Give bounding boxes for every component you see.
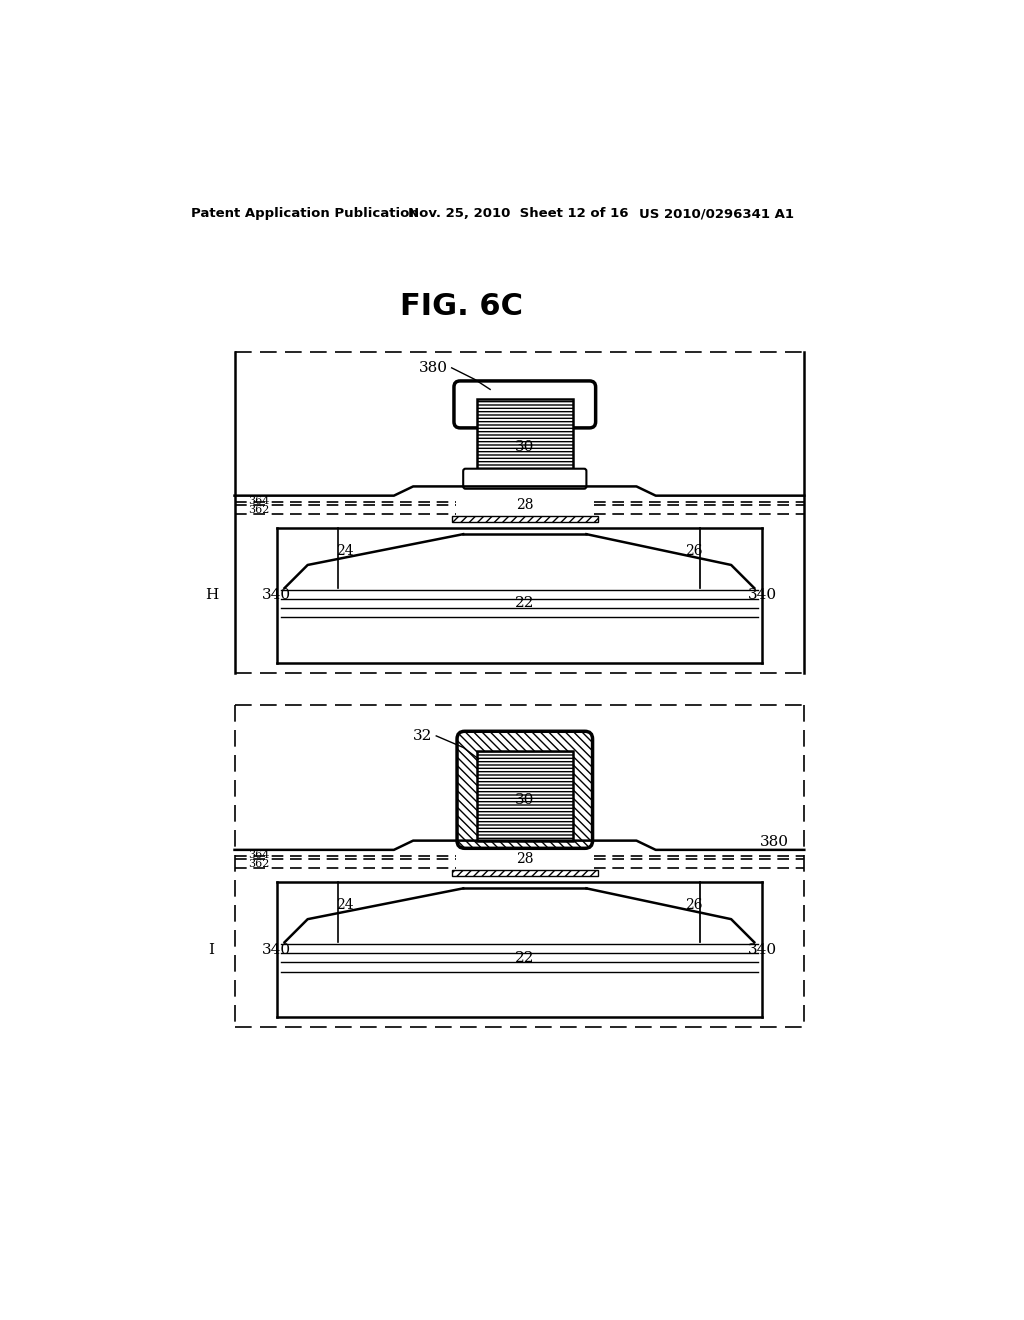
Text: 24: 24 <box>336 544 353 558</box>
Text: US 2010/0296341 A1: US 2010/0296341 A1 <box>639 207 794 220</box>
Text: 364: 364 <box>249 496 269 506</box>
Bar <box>477 399 572 487</box>
Bar <box>477 751 572 841</box>
FancyBboxPatch shape <box>457 731 593 849</box>
Text: 362: 362 <box>249 506 269 515</box>
Text: 26: 26 <box>685 899 702 912</box>
Bar <box>477 751 572 841</box>
Text: 22: 22 <box>515 597 535 610</box>
Text: 364: 364 <box>249 850 269 859</box>
Text: 32: 32 <box>413 729 432 743</box>
Text: 24: 24 <box>336 899 353 912</box>
Text: 26: 26 <box>685 544 702 558</box>
FancyBboxPatch shape <box>463 469 587 488</box>
Text: 340: 340 <box>262 942 292 957</box>
Text: Patent Application Publication: Patent Application Publication <box>190 207 419 220</box>
Text: Nov. 25, 2010  Sheet 12 of 16: Nov. 25, 2010 Sheet 12 of 16 <box>408 207 629 220</box>
Bar <box>452 516 598 521</box>
Text: 362: 362 <box>249 859 269 869</box>
Text: 340: 340 <box>748 589 776 602</box>
Text: I: I <box>209 942 214 957</box>
Text: 380: 380 <box>760 836 788 849</box>
Text: 380: 380 <box>419 360 447 375</box>
Text: 28: 28 <box>516 851 534 866</box>
Text: 30: 30 <box>515 793 535 808</box>
Text: 30: 30 <box>515 440 535 454</box>
Text: 28: 28 <box>516 498 534 512</box>
FancyBboxPatch shape <box>454 381 596 428</box>
Text: 340: 340 <box>748 942 776 957</box>
Text: H: H <box>205 589 218 602</box>
Text: 340: 340 <box>262 589 292 602</box>
Text: 22: 22 <box>515 950 535 965</box>
Bar <box>452 870 598 876</box>
Text: FIG. 6C: FIG. 6C <box>400 292 523 321</box>
